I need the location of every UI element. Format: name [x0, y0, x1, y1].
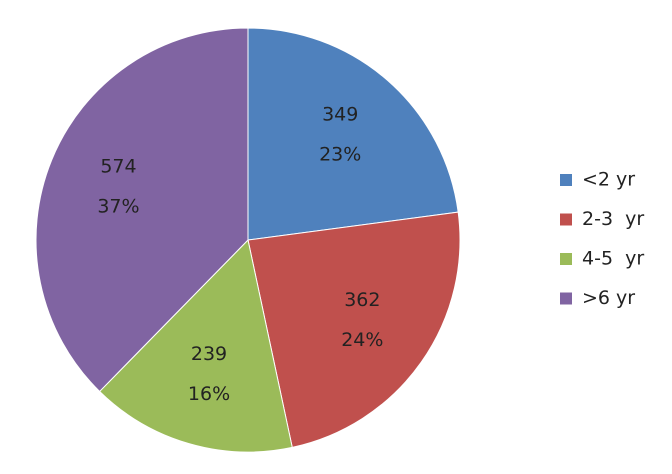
- legend-label: >6 yr: [582, 287, 635, 309]
- legend-swatch: [560, 253, 572, 265]
- legend-swatch: [560, 174, 572, 186]
- percent-label: 16%: [188, 383, 230, 405]
- value-label: 239: [191, 343, 227, 365]
- percent-label: 37%: [97, 196, 139, 218]
- value-label: 362: [344, 289, 380, 311]
- legend-swatch: [560, 292, 572, 305]
- percent-label: 23%: [319, 143, 361, 165]
- pie-slice: [247, 211, 461, 448]
- pie-slice: [247, 27, 459, 241]
- legend-swatch: [560, 213, 572, 226]
- value-label: 574: [100, 156, 136, 178]
- pie-slice: [35, 27, 249, 393]
- pie-slice: [98, 238, 293, 453]
- value-label: 349: [322, 103, 358, 125]
- legend-label: <2 yr: [582, 169, 635, 191]
- legend-label: 2-3 yr: [582, 208, 644, 230]
- percent-label: 24%: [341, 329, 383, 351]
- legend-label: 4-5 yr: [582, 248, 644, 270]
